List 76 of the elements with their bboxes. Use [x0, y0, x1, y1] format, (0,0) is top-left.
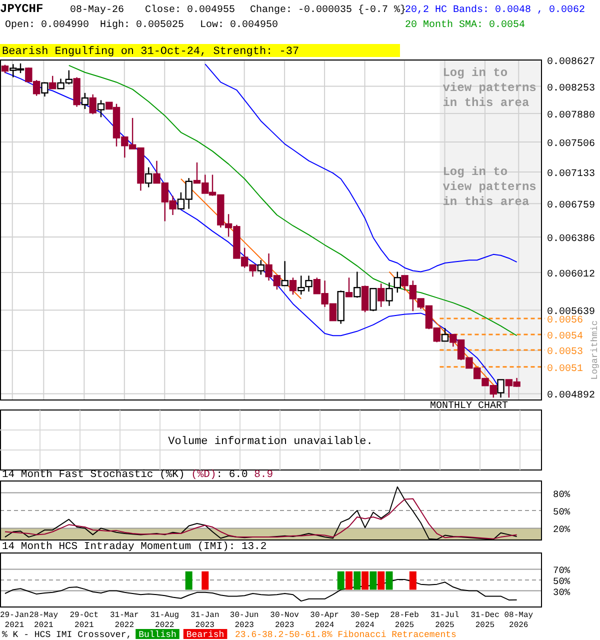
- candlestick: [361, 284, 369, 313]
- chart-title: 14 Month HCS Intraday Momentum (IMI): 13.2: [2, 541, 267, 553]
- candlestick: [345, 277, 353, 298]
- y-tick-label: 0.006386: [547, 234, 596, 246]
- y-tick-label: 0.007880: [547, 110, 596, 122]
- text: Open: 0.004990: [5, 20, 90, 31]
- text: Logarithmic: [590, 320, 600, 380]
- x-tick-label: 28-May 2021: [29, 611, 58, 630]
- y-tick-label: 50%: [553, 576, 570, 587]
- x-tick-label: 28-Feb 2025: [390, 611, 420, 630]
- x-tick-label: 31-Dec 2025: [470, 611, 500, 630]
- candlestick: [289, 277, 297, 296]
- ref-line-label: 0.0051: [547, 364, 584, 375]
- candlestick: [144, 166, 152, 188]
- text: Close: 0.004955: [145, 4, 236, 16]
- line-series: [4, 578, 518, 602]
- candlestick: [97, 100, 105, 118]
- x-tick-label: 30-Apr 2024: [310, 611, 340, 630]
- y-tick-label: 0.006759: [547, 200, 596, 212]
- x-tick-label: 29-Oct 2021: [70, 611, 99, 630]
- x-tick-label: 29-Jan 2021: [0, 611, 29, 630]
- text: Volume information unavailable.: [168, 436, 373, 448]
- text: Bullish: [138, 630, 176, 640]
- candlestick: [49, 75, 56, 90]
- legend-title: % K - HCS IMI Crossover,: [2, 630, 132, 640]
- x-tick-label: 31-Aug 2022: [150, 611, 180, 630]
- y-tick-label: 0.008253: [547, 83, 596, 94]
- text: 20,2 HC Bands: 0.0048 , 0.0062: [405, 4, 586, 16]
- candlestick: [370, 288, 377, 312]
- y-tick-label: 0.007506: [547, 139, 596, 150]
- y-tick-label: 70%: [553, 565, 570, 576]
- text: Bearish: [186, 630, 224, 640]
- y-tick-label: 50%: [553, 506, 570, 518]
- candlestick: [41, 82, 48, 98]
- y-tick-label: 0.008627: [547, 57, 596, 68]
- y-tick-label: 0.007133: [547, 169, 596, 180]
- candlestick: [305, 275, 312, 292]
- candlestick: [377, 282, 385, 308]
- band-label: Log in to view patterns in this area: [442, 66, 536, 110]
- y-tick-label: 0.004892: [547, 390, 596, 402]
- text: 20 Month SMA: 0.0054: [405, 19, 526, 31]
- annotation: Log in to view patterns in this area: [442, 165, 536, 209]
- text: Bearish Engulfing on 31-Oct-24, Strength: -37: [2, 46, 300, 58]
- text: Change: -0.000035 {-0.7 %}: [250, 4, 406, 16]
- line-series: [4, 498, 518, 540]
- text: High: 0.005025: [100, 19, 184, 31]
- candlestick: [281, 260, 288, 286]
- y-tick-label: 0.006012: [547, 270, 596, 281]
- text: (%D): [191, 469, 216, 481]
- candlestick: [441, 327, 449, 342]
- candlestick: [257, 260, 264, 276]
- candlestick: [81, 92, 89, 110]
- x-tick-label: 31-Jan 2023: [190, 611, 220, 630]
- candlestick: [298, 275, 305, 296]
- ref-line-label: 0.0054: [547, 332, 584, 343]
- text: Low: 0.004950: [200, 20, 278, 31]
- y-tick-label: 80%: [553, 488, 570, 500]
- text: 08-May-26: [70, 5, 124, 16]
- x-tick-label: 30-Sep 2024: [350, 611, 380, 630]
- text: MONTHLY CHART: [430, 401, 508, 412]
- x-tick-label: 31-Mar 2022: [110, 611, 139, 630]
- annotation: 8.9: [248, 469, 274, 481]
- candlestick: [354, 271, 361, 298]
- candlestick: [497, 379, 504, 398]
- ref-line-label: 0.0053: [547, 346, 584, 358]
- chart-title: JPYCHF: [0, 2, 44, 16]
- x-tick-label: 30-Jun 2023: [230, 611, 259, 630]
- candlestick: [394, 271, 401, 294]
- x-tick-label: 08-May 2026: [504, 611, 534, 630]
- text: 23.6-38.2-50-61.8% Fibonacci Retracements: [235, 630, 456, 640]
- y-tick-label: 30%: [553, 586, 570, 598]
- x-tick-label: 30-Nov 2023: [270, 611, 300, 630]
- x-tick-label: 31-Jul 2025: [430, 611, 460, 630]
- y-tick-label: 20%: [553, 524, 570, 536]
- candlestick: [386, 282, 393, 307]
- candlestick: [89, 94, 96, 115]
